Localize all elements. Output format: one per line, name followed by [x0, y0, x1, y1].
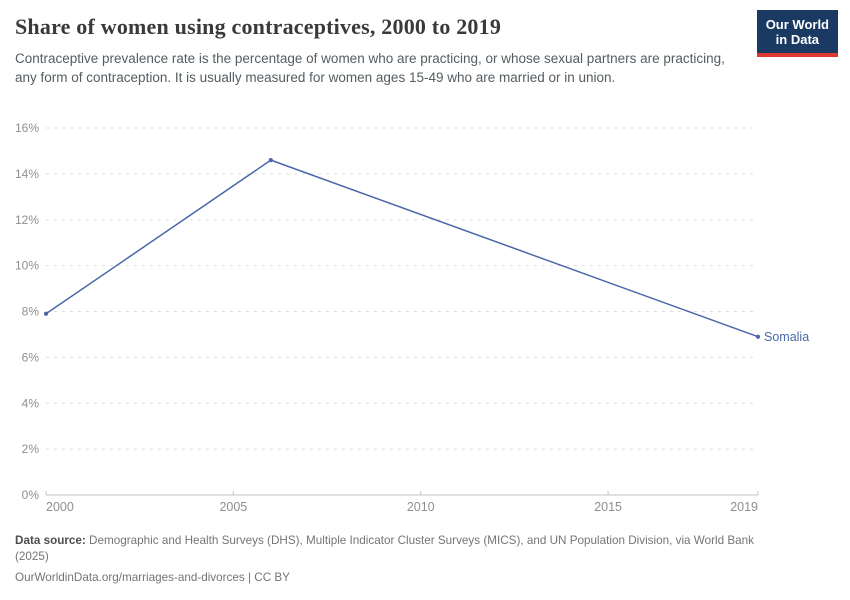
x-tick-label-2010: 2010: [407, 500, 435, 514]
citation-line[interactable]: OurWorldinData.org/marriages-and-divorce…: [15, 571, 290, 585]
y-tick-label-0%: 0%: [22, 488, 40, 502]
y-tick-label-6%: 6%: [22, 350, 40, 364]
y-tick-label-16%: 16%: [15, 121, 39, 135]
x-tick-label-2000: 2000: [46, 500, 74, 514]
gridlines: 0% 2% 4% 6% 8% 10% 12% 14% 16%: [15, 121, 758, 502]
chart-subtitle: Contraceptive prevalence rate is the per…: [15, 51, 725, 86]
y-tick-label-2%: 2%: [22, 442, 40, 456]
x-axis: 2000 2005 2010 2015 2019: [45, 491, 759, 514]
y-tick-label-8%: 8%: [22, 305, 40, 319]
data-point-somalia-2019[interactable]: [755, 334, 761, 339]
data-source-label: Data source:: [15, 534, 86, 547]
data-point-somalia-2006[interactable]: [268, 158, 273, 163]
y-tick-label-14%: 14%: [15, 167, 39, 181]
owid-logo-line1: Our World: [765, 17, 829, 32]
chart-title: Share of women using contraceptives, 200…: [15, 14, 502, 39]
y-tick-label-10%: 10%: [15, 259, 39, 273]
y-tick-label-12%: 12%: [15, 213, 39, 227]
x-tick-label-2015: 2015: [594, 500, 622, 514]
data-series-layer: Somalia: [43, 158, 809, 344]
data-source-text: Demographic and Health Surveys (DHS), Mu…: [15, 534, 754, 564]
x-tick-label-2005: 2005: [219, 500, 247, 514]
chart-header: Share of women using contraceptives, 200…: [15, 14, 835, 87]
chart-footer: Data source: Demographic and Health Surv…: [15, 533, 835, 584]
series-label-somalia[interactable]: Somalia: [764, 330, 809, 344]
data-source-line: Data source: Demographic and Health Surv…: [15, 533, 757, 565]
series-line-somalia[interactable]: [45, 159, 759, 338]
data-point-somalia-2000[interactable]: [43, 311, 49, 316]
owid-logo-line2: in Data: [775, 32, 820, 48]
y-tick-label-4%: 4%: [22, 396, 40, 410]
owid-logo[interactable]: Our World in Data: [756, 10, 838, 57]
x-tick-label-2019: 2019: [730, 500, 758, 514]
